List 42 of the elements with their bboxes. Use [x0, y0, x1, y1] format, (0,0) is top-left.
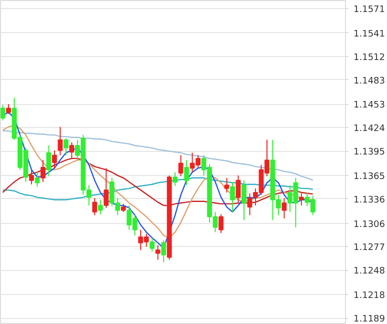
y-tick-label: 1.1571 [354, 5, 385, 16]
y-tick-label: 1.1306 [354, 220, 386, 230]
candlestick [230, 181, 235, 212]
candlestick [104, 168, 109, 208]
y-tick-label: 1.1277 [354, 243, 385, 254]
y-tick-label: 1.1336 [354, 195, 386, 206]
y-tick-label: 1.1189 [354, 314, 386, 324]
candlestick [155, 244, 160, 260]
candlestick [40, 160, 46, 182]
candlestick [172, 172, 178, 186]
candlestick [58, 126, 63, 156]
candlestick [46, 144, 52, 177]
y-tick-label: 1.1512 [354, 52, 385, 63]
y-tick-label: 1.1395 [354, 148, 385, 158]
line-series [2, 124, 314, 238]
candlestick [282, 198, 287, 219]
y-tick-label: 1.1453 [354, 100, 385, 111]
candlestick [218, 214, 224, 234]
candlestick [184, 160, 190, 186]
y-tick-label: 1.1541 [354, 29, 385, 40]
candlestick [69, 142, 74, 159]
line-series [2, 130, 314, 181]
candlestick [178, 154, 184, 177]
candlestick [64, 138, 68, 156]
candlestick [52, 150, 57, 169]
y-tick-label: 1.1218 [354, 291, 386, 302]
candlestick [6, 104, 11, 114]
candlestick [92, 198, 98, 216]
candlestick [161, 240, 166, 263]
candlestick [242, 180, 246, 221]
candlestick [236, 174, 241, 203]
y-tick-label: 1.1248 [354, 266, 386, 277]
y-tick-label: 1.1483 [354, 76, 385, 86]
candlestick [150, 237, 155, 252]
y-tick-label: 1.1365 [354, 172, 385, 182]
candlestick [34, 172, 40, 188]
y-tick-label: 1.1424 [354, 124, 386, 134]
candlestick [0, 104, 6, 121]
candlestick [98, 199, 103, 215]
candlestick [29, 169, 34, 185]
candlestick [224, 177, 230, 193]
candlestick [298, 192, 304, 206]
